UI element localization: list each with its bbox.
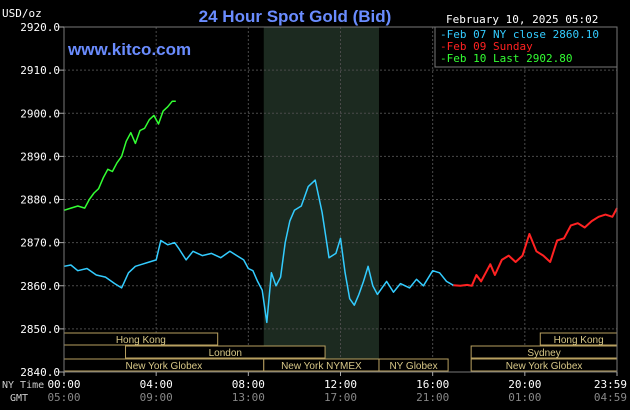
unit-label: USD/oz [2,7,42,20]
chart-title: 24 Hour Spot Gold (Bid) [199,7,392,26]
session-bar [125,345,326,359]
series-line-1 [453,207,618,287]
x-tick-label-ny: 20:00 [508,378,541,391]
y-tick-label: 2910.0 [20,64,60,77]
y-tick-label: 2840.0 [20,366,60,379]
x-tick-label-ny: 12:00 [324,378,357,391]
x-tick-label-ny: 00:00 [47,378,80,391]
y-tick-label: 2900.0 [20,107,60,120]
y-tick-label: 2880.0 [20,194,60,207]
x-tick-label-gmt: 17:00 [324,391,357,404]
session-label: Hong Kong [116,335,166,346]
session-label: New York Globex [506,361,583,372]
legend-entry-sunday: -Feb 09 Sunday [440,40,533,53]
legend: -Feb 07 NY close 2860.10 -Feb 09 Sunday … [434,26,618,68]
series-line-2 [63,100,176,212]
session-label: NY Globex [389,361,437,372]
x-tick-label-gmt: 01:00 [508,391,541,404]
x-tick-label-ny: 16:00 [416,378,449,391]
x-tick-label-gmt: 21:00 [416,391,449,404]
session-bar [378,358,449,372]
legend-box [434,26,618,68]
y-tick-label: 2890.0 [20,150,60,163]
session-label: London [209,348,242,359]
x-tick-label-ny: 23:59 [594,378,627,391]
series-line-0 [63,179,454,324]
ny-time-row-label: NY Time [2,380,44,391]
gmt-row-label: GMT [10,393,28,404]
session-label: New York NYMEX [281,361,362,372]
session-label: New York Globex [126,361,203,372]
x-tick-label-ny: 04:00 [140,378,173,391]
x-tick-label-ny: 08:00 [232,378,265,391]
y-tick-label: 2860.0 [20,280,60,293]
session-label: Hong Kong [554,335,604,346]
legend-entry-last: -Feb 10 Last 2902.80 [440,52,572,65]
y-tick-label: 2870.0 [20,237,60,250]
x-tick-label-gmt: 13:00 [232,391,265,404]
x-tick-label-gmt: 09:00 [140,391,173,404]
site-watermark[interactable]: www.kitco.com [67,40,191,59]
legend-entry-ny-close: -Feb 07 NY close 2860.10 [440,28,599,41]
x-tick-label-gmt: 05:00 [47,391,80,404]
y-tick-label: 2850.0 [20,323,60,336]
datetime-label: February 10, 2025 05:02 [446,13,598,26]
y-tick-label: 2920.0 [20,21,60,34]
session-label: Sydney [527,348,560,359]
x-tick-label-gmt: 04:59 [594,391,627,404]
